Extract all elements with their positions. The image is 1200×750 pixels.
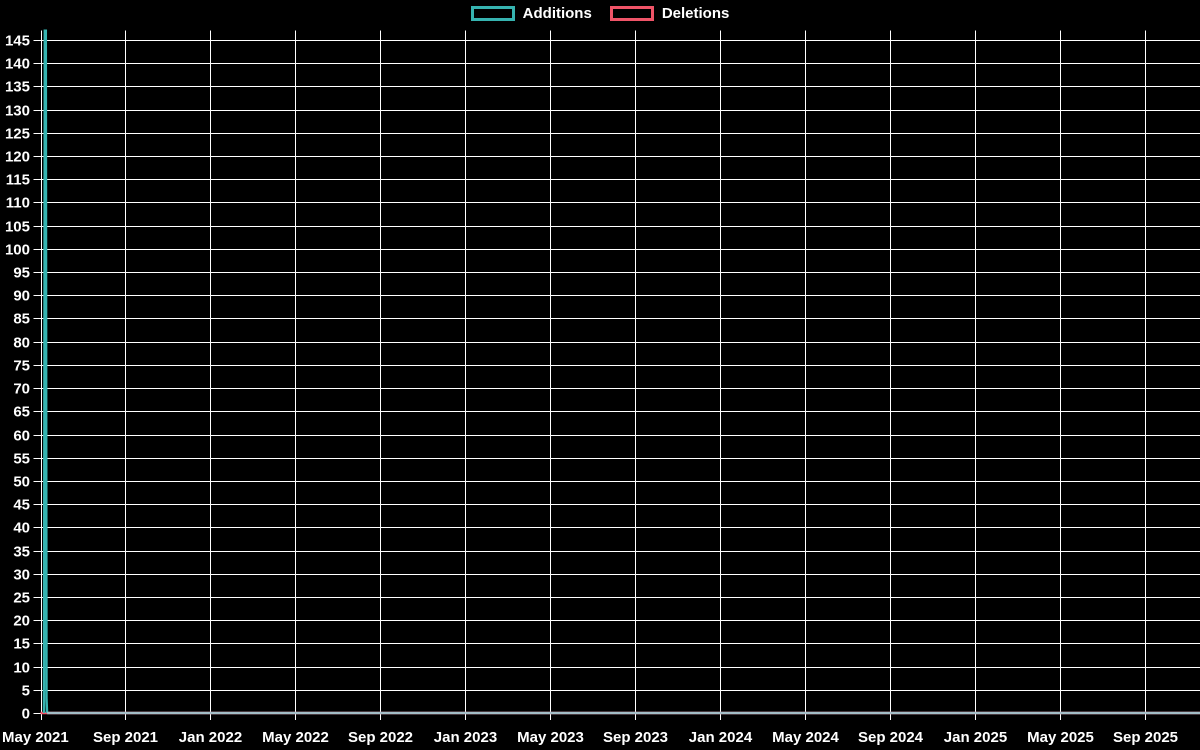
y-axis-tick-label: 0 xyxy=(22,706,30,723)
deletions-swatch-icon xyxy=(609,6,654,21)
y-axis-tick-label: 120 xyxy=(5,149,30,166)
series-line-additions xyxy=(42,29,49,714)
x-axis-tick-label: Sep 2023 xyxy=(603,729,668,746)
y-axis-tick-label: 65 xyxy=(13,404,30,421)
y-axis-tick-label: 40 xyxy=(13,520,30,537)
y-axis-tick-label: 85 xyxy=(13,311,30,328)
x-axis-tick-label: May 2025 xyxy=(1027,729,1094,746)
x-axis-tick-label: Jan 2024 xyxy=(689,729,753,746)
y-axis-tick-label: 95 xyxy=(13,265,30,282)
y-axis-tick-label: 100 xyxy=(5,242,30,259)
y-axis-tick-label: 115 xyxy=(6,172,30,189)
y-axis-tick-label: 75 xyxy=(13,358,30,375)
y-axis-tick-label: 105 xyxy=(5,219,30,236)
y-axis-tick-label: 130 xyxy=(5,103,30,120)
y-axis-tick-label: 35 xyxy=(13,544,30,561)
y-axis-tick-label: 80 xyxy=(13,335,30,352)
x-axis-tick-label: Sep 2022 xyxy=(348,729,413,746)
y-axis-tick-label: 90 xyxy=(13,288,30,305)
x-axis-tick-label: Jan 2022 xyxy=(179,729,242,746)
y-axis-tick-label: 30 xyxy=(13,567,30,584)
x-axis-tick-label: Jan 2023 xyxy=(434,729,497,746)
y-axis-tick-label: 45 xyxy=(13,497,30,514)
x-axis-tick-label: May 2022 xyxy=(262,729,329,746)
y-axis-tick-label: 140 xyxy=(5,56,30,73)
y-axis-tick-label: 20 xyxy=(13,613,30,630)
x-axis-tick-label: May 2021 xyxy=(2,729,69,746)
y-axis-tick-label: 15 xyxy=(13,636,30,653)
y-axis-tick-label: 10 xyxy=(13,660,30,677)
x-axis-tick-label: May 2024 xyxy=(772,729,839,746)
x-axis-tick-label: Jan 2025 xyxy=(944,729,1007,746)
y-axis-tick-label: 70 xyxy=(13,381,30,398)
x-axis-tick-label: Sep 2024 xyxy=(858,729,924,746)
x-axis-tick-label: Sep 2021 xyxy=(93,729,158,746)
x-axis-tick-label: Sep 2025 xyxy=(1113,729,1178,746)
legend-item-deletions[interactable]: Deletions xyxy=(609,5,730,22)
y-axis-tick-label: 145 xyxy=(5,33,30,50)
y-axis-tick-label: 55 xyxy=(13,451,30,468)
additions-swatch-icon xyxy=(470,6,515,21)
y-axis-tick-label: 125 xyxy=(5,126,30,143)
legend-label: Deletions xyxy=(661,5,730,22)
y-axis-tick-label: 25 xyxy=(13,590,30,607)
legend-item-additions[interactable]: Additions xyxy=(470,5,592,22)
y-axis-tick-label: 110 xyxy=(6,195,30,212)
y-axis-tick-label: 50 xyxy=(13,474,30,491)
y-axis-tick-label: 5 xyxy=(22,683,30,700)
legend-label: Additions xyxy=(522,5,592,22)
x-axis-tick-label: May 2023 xyxy=(517,729,584,746)
y-axis-tick-label: 135 xyxy=(5,79,30,96)
y-axis-tick-label: 60 xyxy=(13,428,30,445)
chart-legend: Additions Deletions xyxy=(0,6,1200,21)
